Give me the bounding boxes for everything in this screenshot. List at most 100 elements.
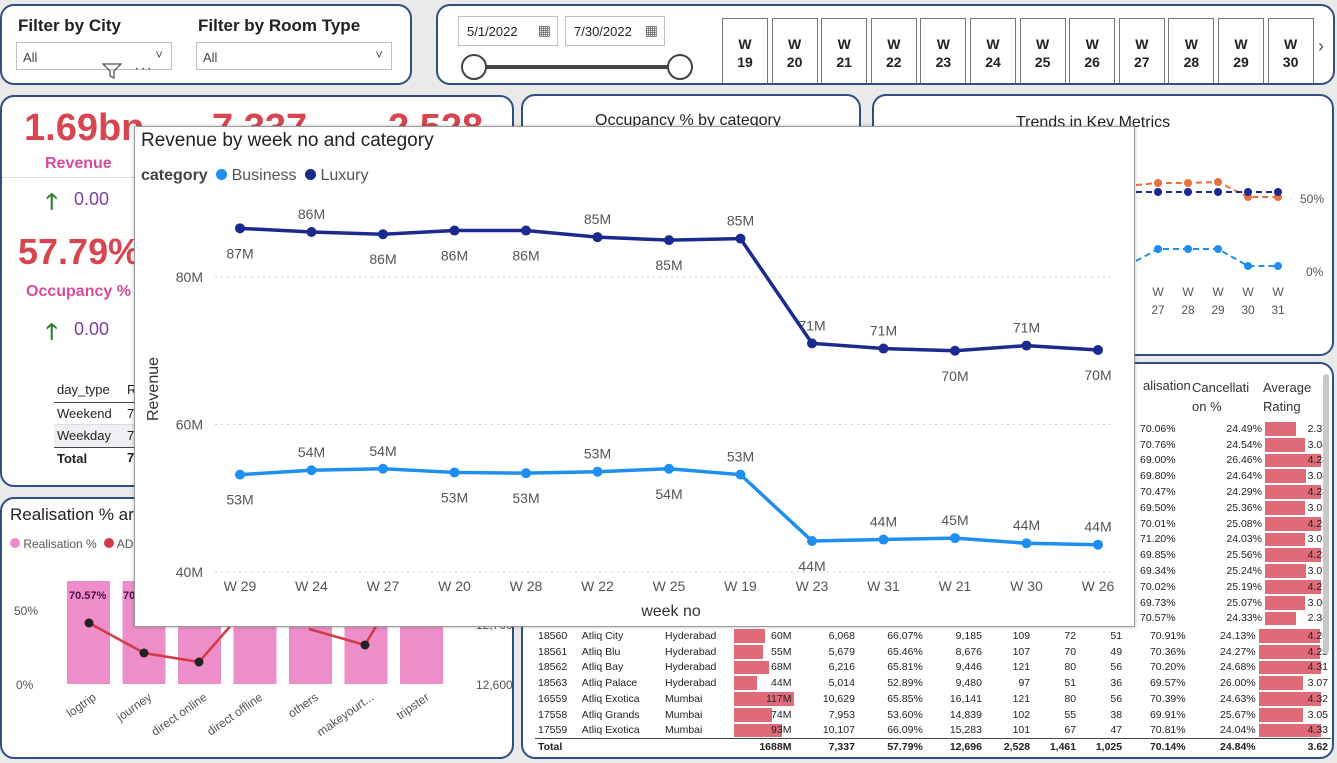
- table-total-row[interactable]: Total 1688M 7,337 57.79% 12,696 2,528 1,461 1,0…: [535, 738, 1331, 755]
- trend-point: [1184, 188, 1192, 196]
- week-number: 29: [1233, 54, 1249, 70]
- revenue-chart-overlay[interactable]: Revenue by week no and category category…: [134, 126, 1135, 627]
- col-header-realisation[interactable]: alisation: [1143, 378, 1191, 393]
- table-row[interactable]: 70.57% 24.33% 2.33: [1137, 611, 1331, 627]
- table-row[interactable]: Weekday: [54, 425, 144, 447]
- table-row[interactable]: 71.20% 24.03% 3.01: [1137, 532, 1331, 548]
- cancellation-cell: 24.03%: [1226, 533, 1262, 546]
- legend-luxury[interactable]: Luxury: [320, 167, 369, 184]
- cell-value: 4.32: [1307, 693, 1328, 706]
- week-button-29[interactable]: W 29: [1218, 18, 1264, 83]
- table-row[interactable]: 69.50% 25.36% 3.02: [1137, 500, 1331, 516]
- table-row[interactable]: 17559 Atliq Exotica Mumbai 93M 10,107 66.09% 1…: [535, 723, 1331, 739]
- rating-bar: [1265, 422, 1297, 436]
- property-id-cell: 18561: [538, 645, 568, 658]
- cancellation-cell: 24.33%: [1226, 612, 1262, 625]
- start-date-input[interactable]: 5/1/2022 ▦: [458, 16, 558, 46]
- rating-bar: [1258, 707, 1303, 722]
- capacity-cell: 9,480: [955, 677, 982, 690]
- table-row[interactable]: 69.00% 26.46% 4.28: [1137, 453, 1331, 469]
- table-row[interactable]: 70.02% 25.19% 4.27: [1137, 579, 1331, 595]
- table-row[interactable]: 69.85% 25.56% 4.28: [1137, 547, 1331, 563]
- realisation-cell: 69.91%: [1149, 708, 1186, 721]
- bookings-cell: 121: [1012, 661, 1031, 674]
- rating-cell: 4.33: [1258, 723, 1331, 739]
- week-button-26[interactable]: W 26: [1069, 18, 1116, 83]
- cancellation-cell: 24.29%: [1226, 486, 1262, 499]
- week-button-24[interactable]: W 24: [970, 18, 1016, 83]
- cell-value: 3.07: [1307, 677, 1328, 690]
- table-row[interactable]: 18561 Atliq Blu Hyderabad 55M 5,679 65.46% 8,6…: [535, 644, 1331, 660]
- realisation-cell: 70.36%: [1149, 645, 1186, 658]
- week-button-28[interactable]: W 28: [1168, 18, 1215, 83]
- trend-point: [1214, 245, 1222, 253]
- week-prefix: W: [1283, 36, 1298, 52]
- data-point: [592, 466, 603, 477]
- rating-cell: 3.02: [1265, 500, 1331, 516]
- table-row[interactable]: 16559 Atliq Exotica Mumbai 117M 10,629 65.85%…: [535, 691, 1331, 707]
- table-row[interactable]: 69.73% 25.07% 3.06: [1137, 595, 1331, 611]
- adr-line: [88, 598, 255, 664]
- revenue-bar: [734, 676, 757, 691]
- week-button-23[interactable]: W 23: [920, 18, 967, 83]
- week-button-27[interactable]: W 27: [1118, 18, 1165, 83]
- week-button-22[interactable]: W 22: [870, 18, 917, 83]
- room-dropdown[interactable]: All ˅: [196, 42, 392, 70]
- data-label: 70M: [941, 368, 968, 384]
- day-type-weekend: Weekend: [57, 406, 112, 421]
- day-type-col2-header: R: [125, 379, 137, 403]
- col-header-cancellation[interactable]: Cancellati on %: [1192, 380, 1250, 414]
- end-date-input[interactable]: 7/30/2022 ▦: [565, 16, 665, 46]
- trend-point: [1184, 179, 1192, 187]
- data-label: 71M: [1013, 320, 1040, 336]
- capacity-cell: 9,185: [955, 629, 982, 642]
- filter-icon[interactable]: [102, 62, 122, 80]
- property-id-cell: 17558: [538, 708, 568, 721]
- week-button-25[interactable]: W 25: [1019, 18, 1066, 83]
- col-header-rating[interactable]: Average Rating: [1263, 380, 1312, 414]
- trend-point: [1154, 179, 1162, 187]
- week-button-19[interactable]: W 19: [722, 18, 768, 83]
- week-button-30[interactable]: W 30: [1267, 18, 1314, 83]
- rating-cell: 3.06: [1265, 595, 1331, 611]
- table-scrollbar[interactable]: [1323, 374, 1329, 654]
- table-row[interactable]: Weekend: [54, 403, 144, 425]
- revenue-bar: [734, 629, 766, 643]
- rating-value: 3.07: [1307, 565, 1328, 578]
- room-filter-title: Filter by Room Type: [198, 16, 361, 35]
- property-name-cell: Atliq Blu: [581, 645, 621, 658]
- table-row[interactable]: 70.01% 25.08% 4.25: [1137, 516, 1331, 532]
- table-row[interactable]: 17558 Atliq Grands Mumbai 74M 7,953 53.60% 14,…: [535, 707, 1331, 723]
- adr-point: [360, 640, 370, 650]
- table-row[interactable]: 18563 Atliq Palace Hyderabad 44M 5,014 52.89%…: [535, 675, 1331, 691]
- rating-cell: 3.62: [1307, 740, 1328, 753]
- data-label: 45M: [941, 512, 968, 528]
- table-row[interactable]: 69.34% 25.24% 3.07: [1137, 563, 1331, 579]
- scroll-right-icon[interactable]: ›: [1318, 36, 1324, 56]
- bookings-cell: 107: [1012, 645, 1031, 658]
- city-dropdown[interactable]: All ˅: [16, 42, 172, 70]
- week-button-21[interactable]: W 21: [821, 18, 868, 83]
- city-cell: [662, 739, 734, 755]
- week-number: 25: [1034, 54, 1051, 70]
- table-row[interactable]: 18560 Atliq City Hyderabad 60M 6,068 66.07% 9,…: [535, 628, 1331, 644]
- legend-business[interactable]: Business: [231, 167, 297, 184]
- table-row[interactable]: 69.80% 24.64% 3.08: [1137, 468, 1331, 484]
- trend-week-prefix: W: [1152, 285, 1164, 299]
- cell-value: 4.33: [1307, 724, 1328, 737]
- data-label: 54M: [369, 443, 396, 459]
- rating-cell: 4.25: [1258, 644, 1331, 660]
- week-button-20[interactable]: W 20: [771, 18, 818, 83]
- realisation-cell: 70.06%: [1140, 422, 1176, 435]
- series-line-business: [239, 466, 1099, 547]
- more-options-icon[interactable]: ···: [134, 60, 153, 77]
- capacity-cell: 12,696: [949, 740, 982, 753]
- day-type-col2-weekday: 7: [127, 428, 135, 443]
- table-row[interactable]: 70.76% 24.54% 3.04: [1137, 437, 1331, 453]
- cell-value: 4.25: [1307, 645, 1328, 658]
- table-row[interactable]: 70.06% 24.49% 2.37: [1137, 421, 1331, 437]
- rating-cell: 3.04: [1265, 437, 1331, 453]
- table-row[interactable]: 18562 Atliq Bay Hyderabad 68M 6,216 65.81% 9,4…: [535, 660, 1331, 676]
- date-range-slider[interactable]: [458, 52, 698, 82]
- table-row[interactable]: 70.47% 24.29% 4.28: [1137, 484, 1331, 500]
